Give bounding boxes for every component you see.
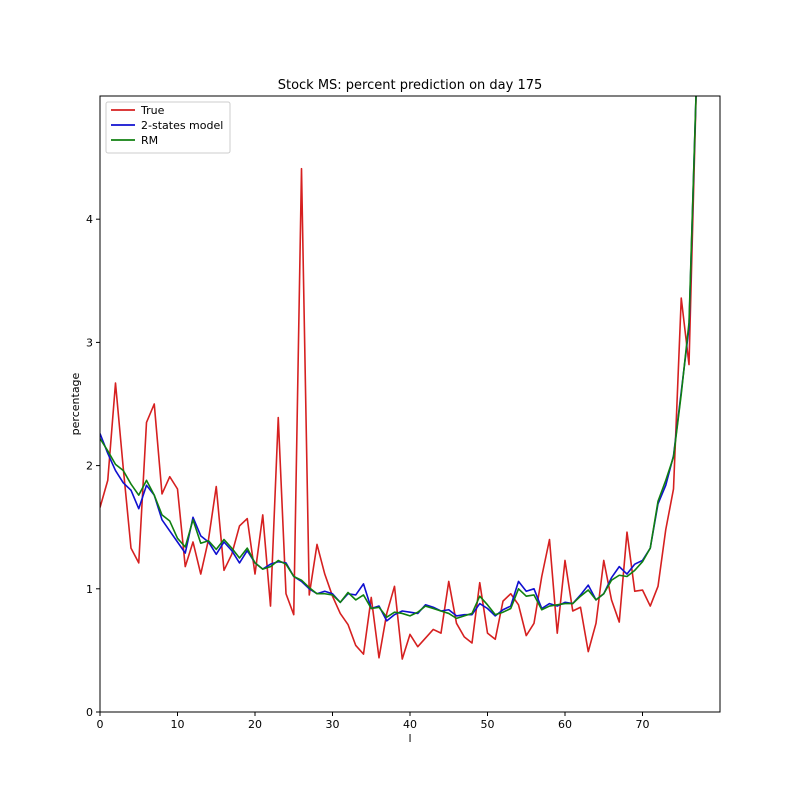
y-axis: 0 1 2 3 4 <box>86 213 100 719</box>
y-tick-label: 1 <box>86 583 93 596</box>
legend-label: 2-states model <box>141 119 223 132</box>
series-line-true <box>100 96 697 660</box>
x-tick-label: 50 <box>481 718 495 731</box>
series-line-rm <box>100 96 697 620</box>
x-tick-label: 60 <box>558 718 572 731</box>
x-tick-label: 40 <box>403 718 417 731</box>
x-tick-label: 0 <box>97 718 104 731</box>
y-tick-label: 0 <box>86 706 93 719</box>
legend: True 2-states model RM <box>105 101 231 154</box>
x-tick-label: 70 <box>636 718 650 731</box>
series-layer <box>100 96 697 660</box>
legend-label: True <box>140 104 165 117</box>
x-tick-label: 30 <box>326 718 340 731</box>
chart-title: Stock MS: percent prediction on day 175 <box>278 78 543 93</box>
legend-label: RM <box>141 134 158 147</box>
x-tick-label: 20 <box>248 718 262 731</box>
y-tick-label: 2 <box>86 460 93 473</box>
x-tick-label: 10 <box>171 718 185 731</box>
x-axis-label: l <box>408 732 411 745</box>
y-axis-label: percentage <box>69 372 82 435</box>
y-tick-label: 3 <box>86 336 93 349</box>
x-axis: 0 10 20 30 40 50 60 70 <box>97 712 650 731</box>
y-tick-label: 4 <box>86 213 93 226</box>
legend-box <box>105 101 231 154</box>
